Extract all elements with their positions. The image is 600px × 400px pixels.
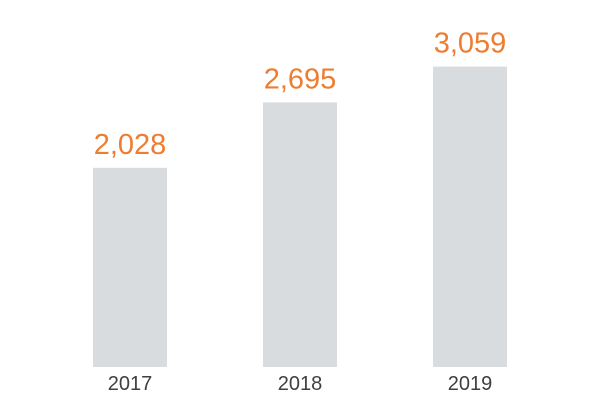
- bar-value-label: 3,059: [434, 28, 507, 60]
- bar-value-label: 2,695: [264, 63, 337, 95]
- x-tick-label: 2018: [278, 373, 323, 395]
- value-labels-layer: 2,028 2,695 3,059: [94, 28, 507, 161]
- x-tick-label: 2019: [448, 373, 493, 395]
- bar-2018: [263, 102, 337, 367]
- bar-value-label: 2,028: [94, 129, 167, 161]
- bar-2017: [93, 167, 167, 367]
- bar-2019: [433, 66, 507, 368]
- bars-layer: [93, 66, 507, 368]
- x-axis-ticks: 2017 2018 2019: [108, 373, 493, 395]
- x-tick-label: 2017: [108, 373, 153, 395]
